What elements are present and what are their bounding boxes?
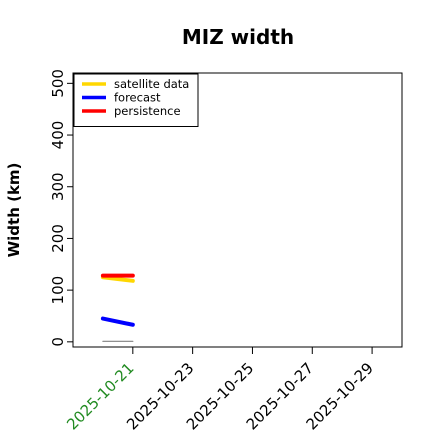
series-line-forecast xyxy=(100,316,135,327)
legend-label: satellite data xyxy=(114,77,189,91)
y-tick-label: 500 xyxy=(49,69,67,98)
legend-label: forecast xyxy=(114,91,161,105)
plot-frame xyxy=(72,72,403,348)
series-line-satellite-data xyxy=(100,275,135,283)
y-tick-label: 400 xyxy=(49,121,67,150)
y-tick-label: 0 xyxy=(49,337,67,347)
legend-label: persistence xyxy=(114,104,181,118)
y-tick-label: 100 xyxy=(49,276,67,305)
y-tick-label: 200 xyxy=(49,224,67,253)
y-axis-label: Width (km) xyxy=(5,163,23,258)
chart-title: MIZ width xyxy=(182,25,294,49)
y-tick-label: 300 xyxy=(49,172,67,201)
